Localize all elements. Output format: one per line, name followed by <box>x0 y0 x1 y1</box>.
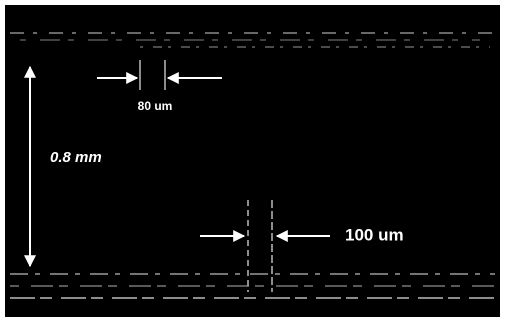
label-bottom-gap: 100 um <box>345 225 404 244</box>
label-top-gap: 80 um <box>138 99 173 113</box>
page: 80 um 0.8 mm 100 um (() => { const data … <box>0 0 505 323</box>
label-height: 0.8 mm <box>50 149 102 166</box>
micrograph: 80 um 0.8 mm 100 um <box>0 0 505 323</box>
